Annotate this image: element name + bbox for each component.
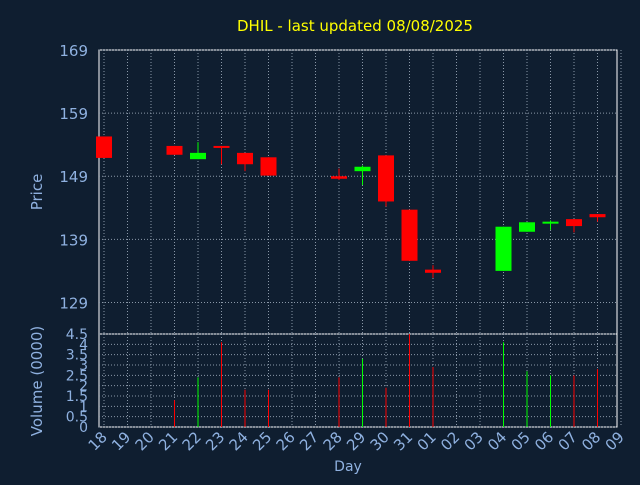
candle-body (425, 269, 441, 273)
x-tick-label: 21 (155, 428, 181, 454)
price-tick-label: 159 (59, 105, 88, 123)
candle-body (213, 145, 230, 148)
x-tick-label: 20 (132, 428, 158, 454)
candle-body (495, 226, 512, 271)
volume-tick-label: 2 (79, 379, 88, 395)
x-tick-label: 25 (249, 428, 275, 454)
x-tick-label: 23 (202, 428, 228, 454)
x-tick-label: 06 (531, 428, 557, 454)
candle-body (260, 157, 277, 176)
x-tick-label: 05 (508, 428, 534, 454)
volume-tick-label: 4 (79, 337, 88, 353)
candle-body (566, 219, 582, 227)
x-tick-label: 07 (555, 428, 581, 454)
price-tick-label: 129 (59, 294, 88, 312)
tick-labels-layer: 16915914913912900.511.522.533.544.518192… (59, 42, 627, 454)
x-tick-label: 22 (179, 428, 205, 454)
x-tick-label: 24 (226, 428, 252, 454)
price-tick-label: 149 (59, 168, 88, 186)
x-tick-label: 01 (414, 428, 440, 454)
candle-body (237, 152, 253, 165)
x-tick-label: 09 (602, 428, 628, 454)
marks-layer (96, 136, 606, 427)
price-axis-label: Price (28, 174, 46, 211)
volume-tick-label: 1.5 (66, 389, 88, 405)
x-tick-label: 03 (461, 428, 487, 454)
candle-body (589, 214, 606, 218)
grid-layer (99, 49, 622, 428)
candle-body (378, 155, 394, 202)
candle-body (166, 145, 183, 155)
volume-tick-label: 2.5 (66, 368, 88, 384)
candle-body (96, 136, 112, 158)
volume-tick-label: 0 (79, 420, 88, 436)
x-tick-label: 31 (390, 428, 416, 454)
x-tick-label: 02 (437, 428, 463, 454)
x-axis-label: Day (334, 459, 362, 475)
x-tick-label: 29 (343, 428, 369, 454)
chart-title: DHIL - last updated 08/08/2025 (237, 17, 473, 35)
volume-tick-label: 4.5 (66, 327, 88, 343)
x-tick-label: 28 (320, 428, 346, 454)
price-panel-frame (98, 49, 618, 335)
volume-panel-frame (98, 333, 618, 428)
volume-tick-label: 3.5 (66, 348, 88, 364)
x-tick-label: 18 (85, 428, 111, 454)
candle-body (401, 209, 418, 261)
x-tick-label: 08 (578, 428, 604, 454)
candle-body (331, 176, 347, 179)
volume-axis-label: Volume (0000) (28, 326, 46, 436)
x-tick-label: 19 (108, 428, 134, 454)
x-tick-label: 30 (367, 428, 393, 454)
price-tick-label: 139 (59, 231, 88, 249)
candle-body (542, 221, 559, 224)
volume-tick-label: 3 (79, 358, 88, 374)
candle-body (354, 166, 371, 172)
candle-body (190, 152, 206, 160)
x-tick-label: 04 (484, 428, 510, 454)
volume-tick-label: 1 (79, 399, 88, 415)
x-tick-label: 26 (273, 428, 299, 454)
x-tick-label: 27 (296, 428, 322, 454)
candle-body (519, 222, 535, 232)
volume-tick-label: 0.5 (66, 410, 88, 426)
price-tick-label: 169 (59, 42, 88, 60)
